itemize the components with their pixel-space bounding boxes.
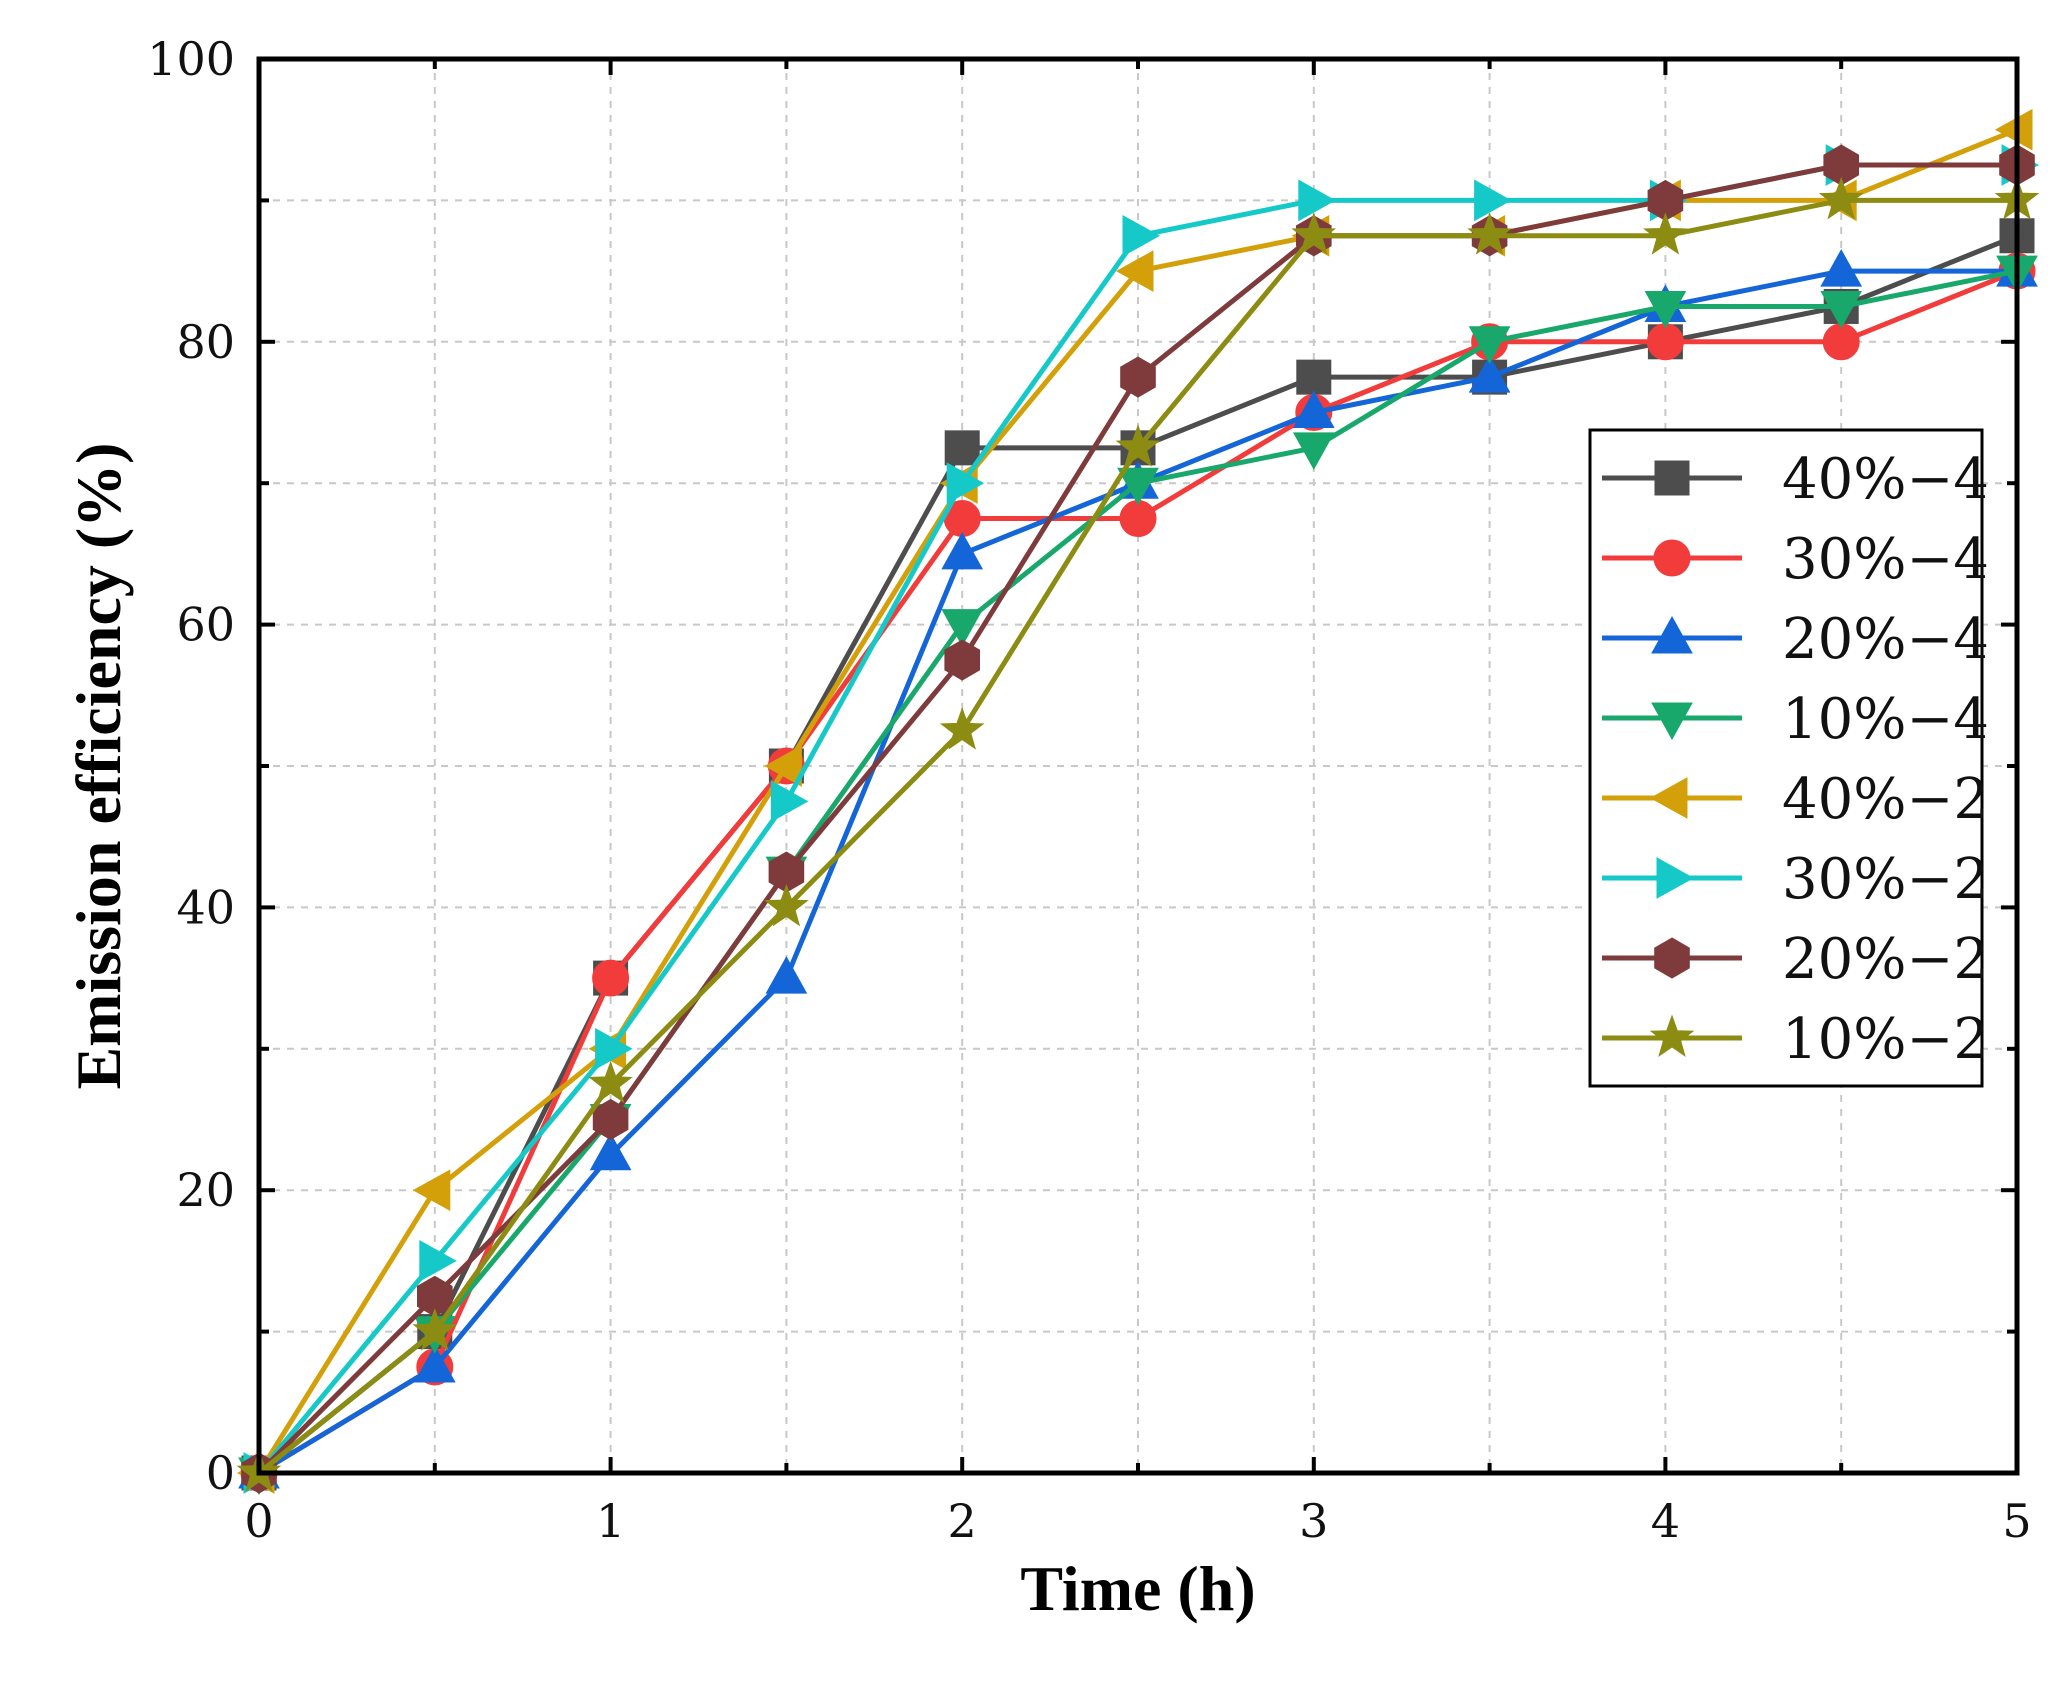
tick-labels: 0 1 2 3 4 5 0 20 40 60 80 100 — [147, 32, 2031, 1548]
x-tick-label: 5 — [2002, 1494, 2031, 1548]
legend-label: 10%−4 — [1782, 687, 1989, 752]
data-point — [592, 959, 630, 997]
x-tick-label: 4 — [1651, 1494, 1680, 1548]
y-tick-label: 100 — [147, 32, 235, 86]
data-point — [1818, 176, 1864, 220]
series-layer — [236, 108, 2040, 1496]
data-point — [1119, 500, 1157, 538]
data-point — [1298, 179, 1336, 222]
legend-item: 30%−2 — [1602, 847, 1989, 912]
x-axis-title: Time (h) — [1020, 1553, 1255, 1624]
legend-marker — [1651, 615, 1693, 654]
data-point — [1646, 323, 1684, 361]
data-point — [1115, 424, 1161, 467]
y-tick-label: 80 — [176, 315, 235, 369]
data-point — [1994, 108, 2033, 151]
data-point — [1468, 355, 1511, 393]
x-tick-label: 3 — [1299, 1494, 1328, 1548]
data-point — [1820, 291, 1863, 329]
y-tick-label: 20 — [176, 1163, 235, 1217]
legend-item: 40%−4 — [1602, 447, 1989, 512]
data-point — [1120, 356, 1156, 398]
y-tick-label: 60 — [176, 598, 235, 652]
legend-marker — [1651, 702, 1693, 741]
legend-label: 20%−2 — [1782, 927, 1989, 992]
data-point — [1122, 214, 1161, 257]
data-point — [413, 1344, 456, 1383]
data-point — [1292, 390, 1335, 428]
data-point — [1296, 359, 1332, 395]
data-point — [1292, 432, 1335, 470]
data-point — [419, 1240, 457, 1282]
data-point — [765, 956, 808, 994]
series-8 — [236, 176, 2040, 1492]
x-tick-label: 0 — [244, 1494, 273, 1548]
data-point — [764, 745, 802, 787]
legend-item: 10%−2 — [1602, 1007, 1989, 1072]
data-point — [939, 707, 985, 750]
legend-label: 20%−4 — [1782, 607, 1989, 672]
y-tick-label: 40 — [176, 880, 235, 934]
legend-item: 40%−2 — [1602, 767, 1989, 832]
data-point — [412, 1308, 458, 1351]
legend-label: 40%−2 — [1782, 767, 1989, 832]
data-point — [412, 1169, 451, 1212]
data-point — [1644, 291, 1687, 329]
legend-label: 40%−4 — [1782, 447, 1989, 512]
x-tick-label: 2 — [948, 1494, 977, 1548]
plot-frame — [256, 56, 2020, 1476]
data-point — [944, 430, 980, 466]
legend: 40%−4 30%−4 20%−4 10%−4 40%−2 30%−2 20%−2 10%−2 — [1588, 428, 1989, 1088]
data-point — [595, 1027, 633, 1070]
data-point — [944, 639, 980, 681]
data-point — [589, 1132, 632, 1171]
data-point — [1822, 323, 1860, 361]
legend-box — [1588, 428, 1984, 1088]
data-point — [1643, 212, 1688, 255]
data-point — [770, 780, 809, 823]
data-point — [1467, 212, 1512, 255]
y-tick-label: 0 — [206, 1446, 235, 1500]
data-point — [588, 1060, 633, 1104]
data-point — [1468, 326, 1511, 364]
legend-label: 10%−2 — [1782, 1007, 1989, 1072]
x-tick-label: 1 — [596, 1494, 625, 1548]
data-point — [1474, 179, 1512, 222]
legend-marker — [1649, 1014, 1695, 1057]
data-point — [1115, 250, 1154, 292]
legend-marker — [1654, 460, 1690, 496]
legend-marker — [1649, 777, 1688, 819]
legend-item: 20%−4 — [1602, 607, 1989, 672]
legend-item: 10%−4 — [1602, 687, 1989, 752]
legend-marker — [1656, 857, 1695, 899]
data-point — [1820, 249, 1863, 287]
data-point — [941, 531, 984, 570]
data-point — [1291, 212, 1337, 255]
data-point — [764, 883, 809, 927]
legend-label: 30%−4 — [1782, 527, 1989, 592]
data-point — [1117, 467, 1159, 506]
legend-marker — [1653, 539, 1691, 577]
y-axis-title: Emission efficiency (%) — [63, 443, 134, 1090]
legend-marker — [1654, 937, 1690, 979]
legend-item: 20%−2 — [1602, 927, 1989, 992]
legend-label: 30%−2 — [1782, 847, 1989, 912]
data-point — [941, 609, 984, 647]
legend-item: 30%−4 — [1602, 527, 1989, 592]
data-point — [946, 462, 985, 505]
